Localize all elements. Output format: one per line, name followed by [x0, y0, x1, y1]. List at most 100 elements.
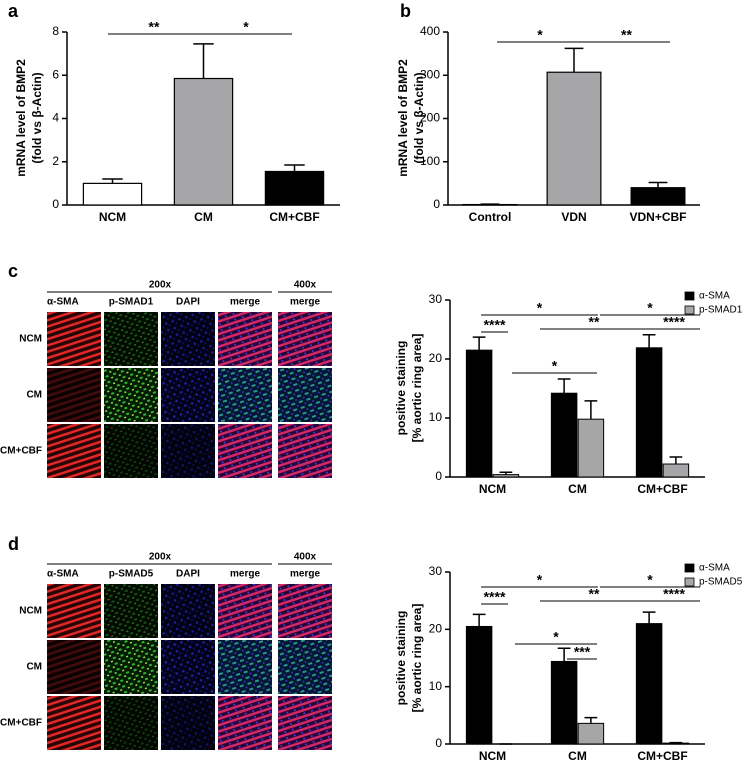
micrograph [47, 368, 101, 422]
micrograph [278, 368, 332, 422]
micrograph [161, 696, 215, 750]
error-bar [642, 334, 656, 348]
row-label: CM [26, 662, 42, 673]
bar [173, 77, 234, 206]
y-tick-label: 0 [433, 197, 440, 211]
magnification-label: 400x [294, 280, 317, 291]
y-tick-label: 200 [420, 111, 440, 125]
error-bar [584, 400, 598, 420]
error-bar [472, 613, 486, 627]
error-bar [102, 178, 123, 184]
micrograph [104, 696, 158, 750]
magnification-label: 200x [149, 552, 172, 563]
micrograph [161, 312, 215, 366]
legend-swatch [684, 577, 695, 587]
y-axis-label: mRNA level of BMP2 [14, 59, 28, 177]
y-tick-label: 0 [435, 469, 442, 483]
micrograph [161, 368, 215, 422]
x-tick-label: VDN+CBF [629, 210, 686, 224]
micrograph [218, 584, 272, 638]
micrograph [104, 368, 158, 422]
column-label: DAPI [176, 569, 200, 580]
bar [662, 463, 690, 478]
y-tick-label: 100 [420, 154, 440, 168]
y-axis-label: [% aortic ring area] [410, 334, 424, 443]
legend-swatch [684, 563, 695, 573]
micrograph [218, 640, 272, 694]
significance-label: * [537, 572, 543, 588]
y-tick-label: 4 [52, 111, 59, 125]
micrograph [47, 424, 101, 478]
bar [465, 349, 493, 478]
significance-label: ** [149, 19, 160, 35]
y-axis-label: [% aortic ring area] [410, 604, 424, 713]
micrograph [104, 640, 158, 694]
error-bar [669, 456, 683, 465]
significance-label: **** [484, 317, 506, 333]
bar [492, 474, 520, 478]
error-bar [284, 164, 305, 172]
y-tick-label: 10 [429, 679, 443, 693]
x-tick-label: Control [469, 210, 512, 224]
error-bar [193, 43, 214, 79]
y-tick-label: 2 [52, 154, 59, 168]
column-label: merge [230, 297, 260, 308]
significance-label: **** [663, 314, 685, 330]
magnification-label: 400x [294, 552, 317, 563]
x-tick-label: CM+CBF [637, 482, 687, 496]
bar [577, 722, 605, 745]
micrograph [161, 424, 215, 478]
micrograph [218, 696, 272, 750]
micrograph [47, 584, 101, 638]
micrograph [278, 312, 332, 366]
micrograph [278, 584, 332, 638]
bar [546, 71, 602, 206]
significance-label: **** [663, 586, 685, 602]
x-tick-label: CM+CBF [637, 749, 687, 763]
bar [264, 170, 325, 206]
y-tick-label: 20 [429, 622, 443, 636]
x-tick-label: CM [568, 749, 587, 763]
panel-letter: b [400, 1, 411, 21]
bar [465, 625, 493, 745]
y-tick-label: 300 [420, 67, 440, 81]
y-tick-label: 30 [429, 564, 443, 578]
micrograph [47, 312, 101, 366]
x-tick-label: NCM [99, 210, 126, 224]
y-tick-label: 20 [429, 351, 443, 365]
y-tick-label: 8 [52, 24, 59, 38]
y-tick-label: 30 [429, 292, 443, 306]
x-tick-label: VDN [561, 210, 586, 224]
column-label: DAPI [176, 297, 200, 308]
column-label: merge [230, 569, 260, 580]
column-label: α-SMA [47, 569, 79, 580]
column-label: merge [290, 569, 320, 580]
micrograph [161, 640, 215, 694]
significance-label: ** [621, 27, 632, 43]
y-axis-label: (fold vs β-Actin) [30, 72, 44, 163]
micrograph [218, 424, 272, 478]
micrograph [47, 696, 101, 750]
significance-label: * [537, 27, 543, 43]
y-tick-label: 0 [435, 736, 442, 750]
x-tick-label: NCM [479, 749, 506, 763]
micrograph [278, 696, 332, 750]
y-tick-label: 400 [420, 24, 440, 38]
legend-label: p-SMAD5 [699, 577, 743, 588]
panel-letter: c [8, 261, 18, 281]
significance-label: *** [574, 644, 591, 660]
y-axis-label: positive staining [394, 341, 408, 436]
error-bar [557, 647, 571, 662]
x-tick-label: CM [568, 482, 587, 496]
micrograph [218, 368, 272, 422]
error-bar [584, 716, 598, 724]
row-label: CM+CBF [0, 718, 42, 729]
error-bar [642, 611, 656, 624]
row-label: NCM [19, 334, 42, 345]
significance-label: ** [589, 314, 600, 330]
y-tick-label: 0 [52, 197, 59, 211]
column-label: p-SMAD5 [109, 569, 154, 580]
significance-label: * [647, 300, 653, 316]
legend-swatch [684, 291, 695, 301]
